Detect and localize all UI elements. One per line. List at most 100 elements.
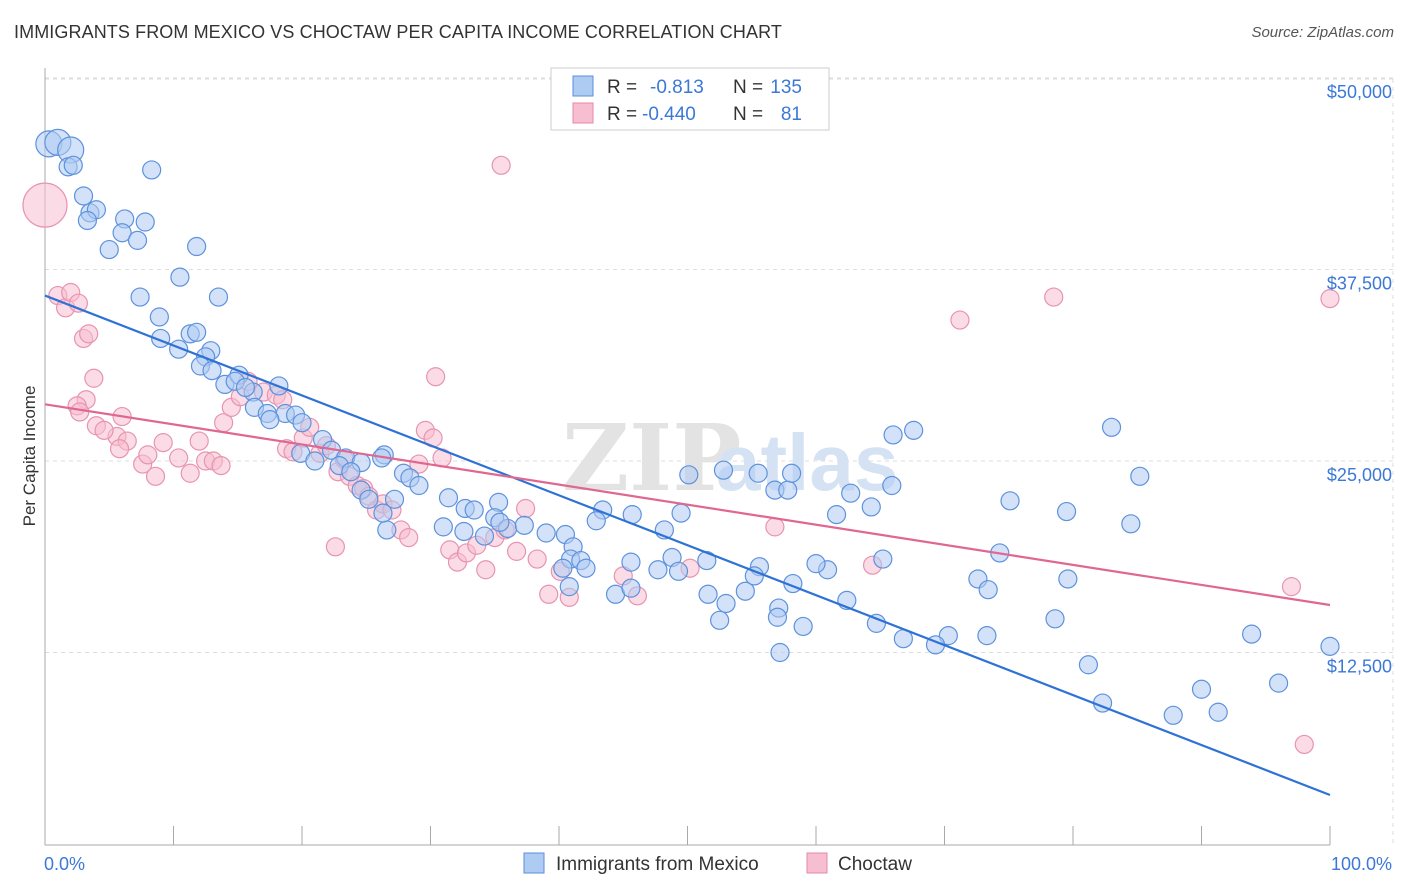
data-point-mexico xyxy=(187,236,207,257)
data-point-mexico xyxy=(438,488,459,508)
data-point-mexico xyxy=(668,561,689,581)
legend-r-value-mexico: -0.813 xyxy=(650,77,704,98)
data-point-mexico xyxy=(235,377,256,398)
data-point-mexico xyxy=(1056,501,1077,522)
data-point-choctaw xyxy=(399,527,419,548)
data-point-mexico xyxy=(135,212,155,232)
data-point-mexico xyxy=(710,610,730,630)
data-point-mexico xyxy=(202,361,222,381)
data-point-mexico xyxy=(63,155,83,175)
data-point-mexico xyxy=(1242,624,1262,644)
data-point-mexico xyxy=(648,560,668,580)
data-point-mexico xyxy=(341,462,361,482)
data-point-mexico xyxy=(770,642,790,663)
data-point-mexico xyxy=(841,483,861,503)
series-legend-label-choctaw: Choctaw xyxy=(838,854,912,875)
data-point-mexico xyxy=(305,451,325,471)
chart-title: IMMIGRANTS FROM MEXICO VS CHOCTAW PER CA… xyxy=(14,22,782,42)
data-point-mexico xyxy=(883,425,903,445)
data-point-mexico xyxy=(904,420,924,440)
data-point-mexico xyxy=(73,186,94,206)
data-point-choctaw xyxy=(169,448,189,468)
data-point-mexico xyxy=(514,515,534,535)
data-point-mexico xyxy=(1101,417,1122,437)
data-point-choctaw xyxy=(180,463,200,483)
data-point-choctaw xyxy=(109,439,130,459)
data-point-mexico xyxy=(77,210,98,231)
legend-n-label-mexico: N = xyxy=(733,77,763,98)
data-point-mexico xyxy=(170,267,190,287)
x-tick-label: 0.0% xyxy=(44,854,85,874)
data-point-mexico xyxy=(359,489,379,509)
y-tick-label: $37,500 xyxy=(1327,274,1392,294)
data-point-mexico xyxy=(384,489,405,509)
data-point-choctaw xyxy=(145,466,166,486)
data-point-mexico xyxy=(793,616,813,637)
data-point-mexico xyxy=(536,523,556,543)
x-tick-label: 100.0% xyxy=(1331,854,1392,874)
data-point-mexico xyxy=(187,322,207,342)
data-point-mexico xyxy=(748,463,768,483)
data-point-mexico xyxy=(409,475,429,496)
data-point-mexico xyxy=(806,554,826,574)
series-legend-label-mexico: Immigrants from Mexico xyxy=(556,854,759,875)
data-point-mexico xyxy=(861,497,881,517)
data-point-mexico xyxy=(1058,569,1078,589)
legend-n-value-mexico: 135 xyxy=(770,77,802,98)
data-point-choctaw xyxy=(84,368,104,388)
watermark: ZIP atlas xyxy=(562,404,898,512)
x-tick-labels: 0.0% 100.0% xyxy=(44,854,1392,874)
y-tick-label: $12,500 xyxy=(1327,657,1392,677)
y-tick-labels: $12,500 $25,000 $37,500 $50,000 xyxy=(1327,82,1392,677)
data-point-mexico xyxy=(576,558,596,578)
data-point-mexico xyxy=(127,230,148,250)
legend-r-label-choctaw: R = xyxy=(607,104,637,125)
data-point-choctaw xyxy=(79,324,99,344)
data-point-mexico xyxy=(1163,705,1183,725)
data-point-mexico xyxy=(767,607,788,627)
data-point-mexico xyxy=(130,287,150,307)
stats-legend: R = -0.813 N = 135 R = -0.440 N = 81 xyxy=(550,67,830,131)
data-point-mexico xyxy=(373,503,393,523)
data-point-mexico xyxy=(978,580,998,600)
data-point-mexico xyxy=(474,526,495,546)
y-axis-title: Per Capita Income xyxy=(20,386,39,527)
data-point-choctaw xyxy=(527,549,547,569)
data-point-choctaw xyxy=(506,541,527,561)
data-point-choctaw xyxy=(515,498,536,519)
legend-r-value-choctaw: -0.440 xyxy=(642,104,696,125)
data-point-mexico xyxy=(882,475,902,496)
data-point-choctaw xyxy=(539,584,559,604)
data-point-choctaw xyxy=(70,402,90,422)
data-point-mexico xyxy=(586,511,606,531)
data-point-mexico xyxy=(621,578,641,598)
data-point-mexico xyxy=(377,520,397,540)
data-point-mexico xyxy=(1045,609,1065,629)
data-point-mexico xyxy=(698,584,718,604)
data-point-choctaw xyxy=(950,310,970,330)
data-point-mexico xyxy=(208,287,229,307)
data-point-choctaw xyxy=(22,182,68,228)
data-point-mexico xyxy=(621,552,641,572)
data-point-mexico xyxy=(1268,673,1289,693)
data-point-choctaw xyxy=(426,367,446,387)
data-point-mexico xyxy=(826,505,847,525)
data-point-choctaw xyxy=(1281,577,1302,597)
data-point-choctaw xyxy=(189,431,209,451)
series-legend-swatch-mexico xyxy=(523,852,545,874)
data-point-mexico xyxy=(866,613,886,633)
data-point-mexico xyxy=(559,577,579,597)
data-point-mexico xyxy=(679,465,699,485)
data-point-mexico xyxy=(713,460,734,480)
data-point-mexico xyxy=(716,593,736,614)
watermark-zip: ZIP xyxy=(562,404,741,512)
data-point-mexico xyxy=(1320,636,1340,656)
data-point-mexico xyxy=(873,549,893,569)
data-point-mexico xyxy=(1130,466,1150,486)
trend-line-mexico xyxy=(44,294,1331,797)
series-immigrants-from-mexico xyxy=(35,128,1340,725)
data-point-mexico xyxy=(1078,655,1099,675)
y-tick-label: $25,000 xyxy=(1327,465,1392,485)
series-legend-swatch-choctaw xyxy=(806,852,828,874)
